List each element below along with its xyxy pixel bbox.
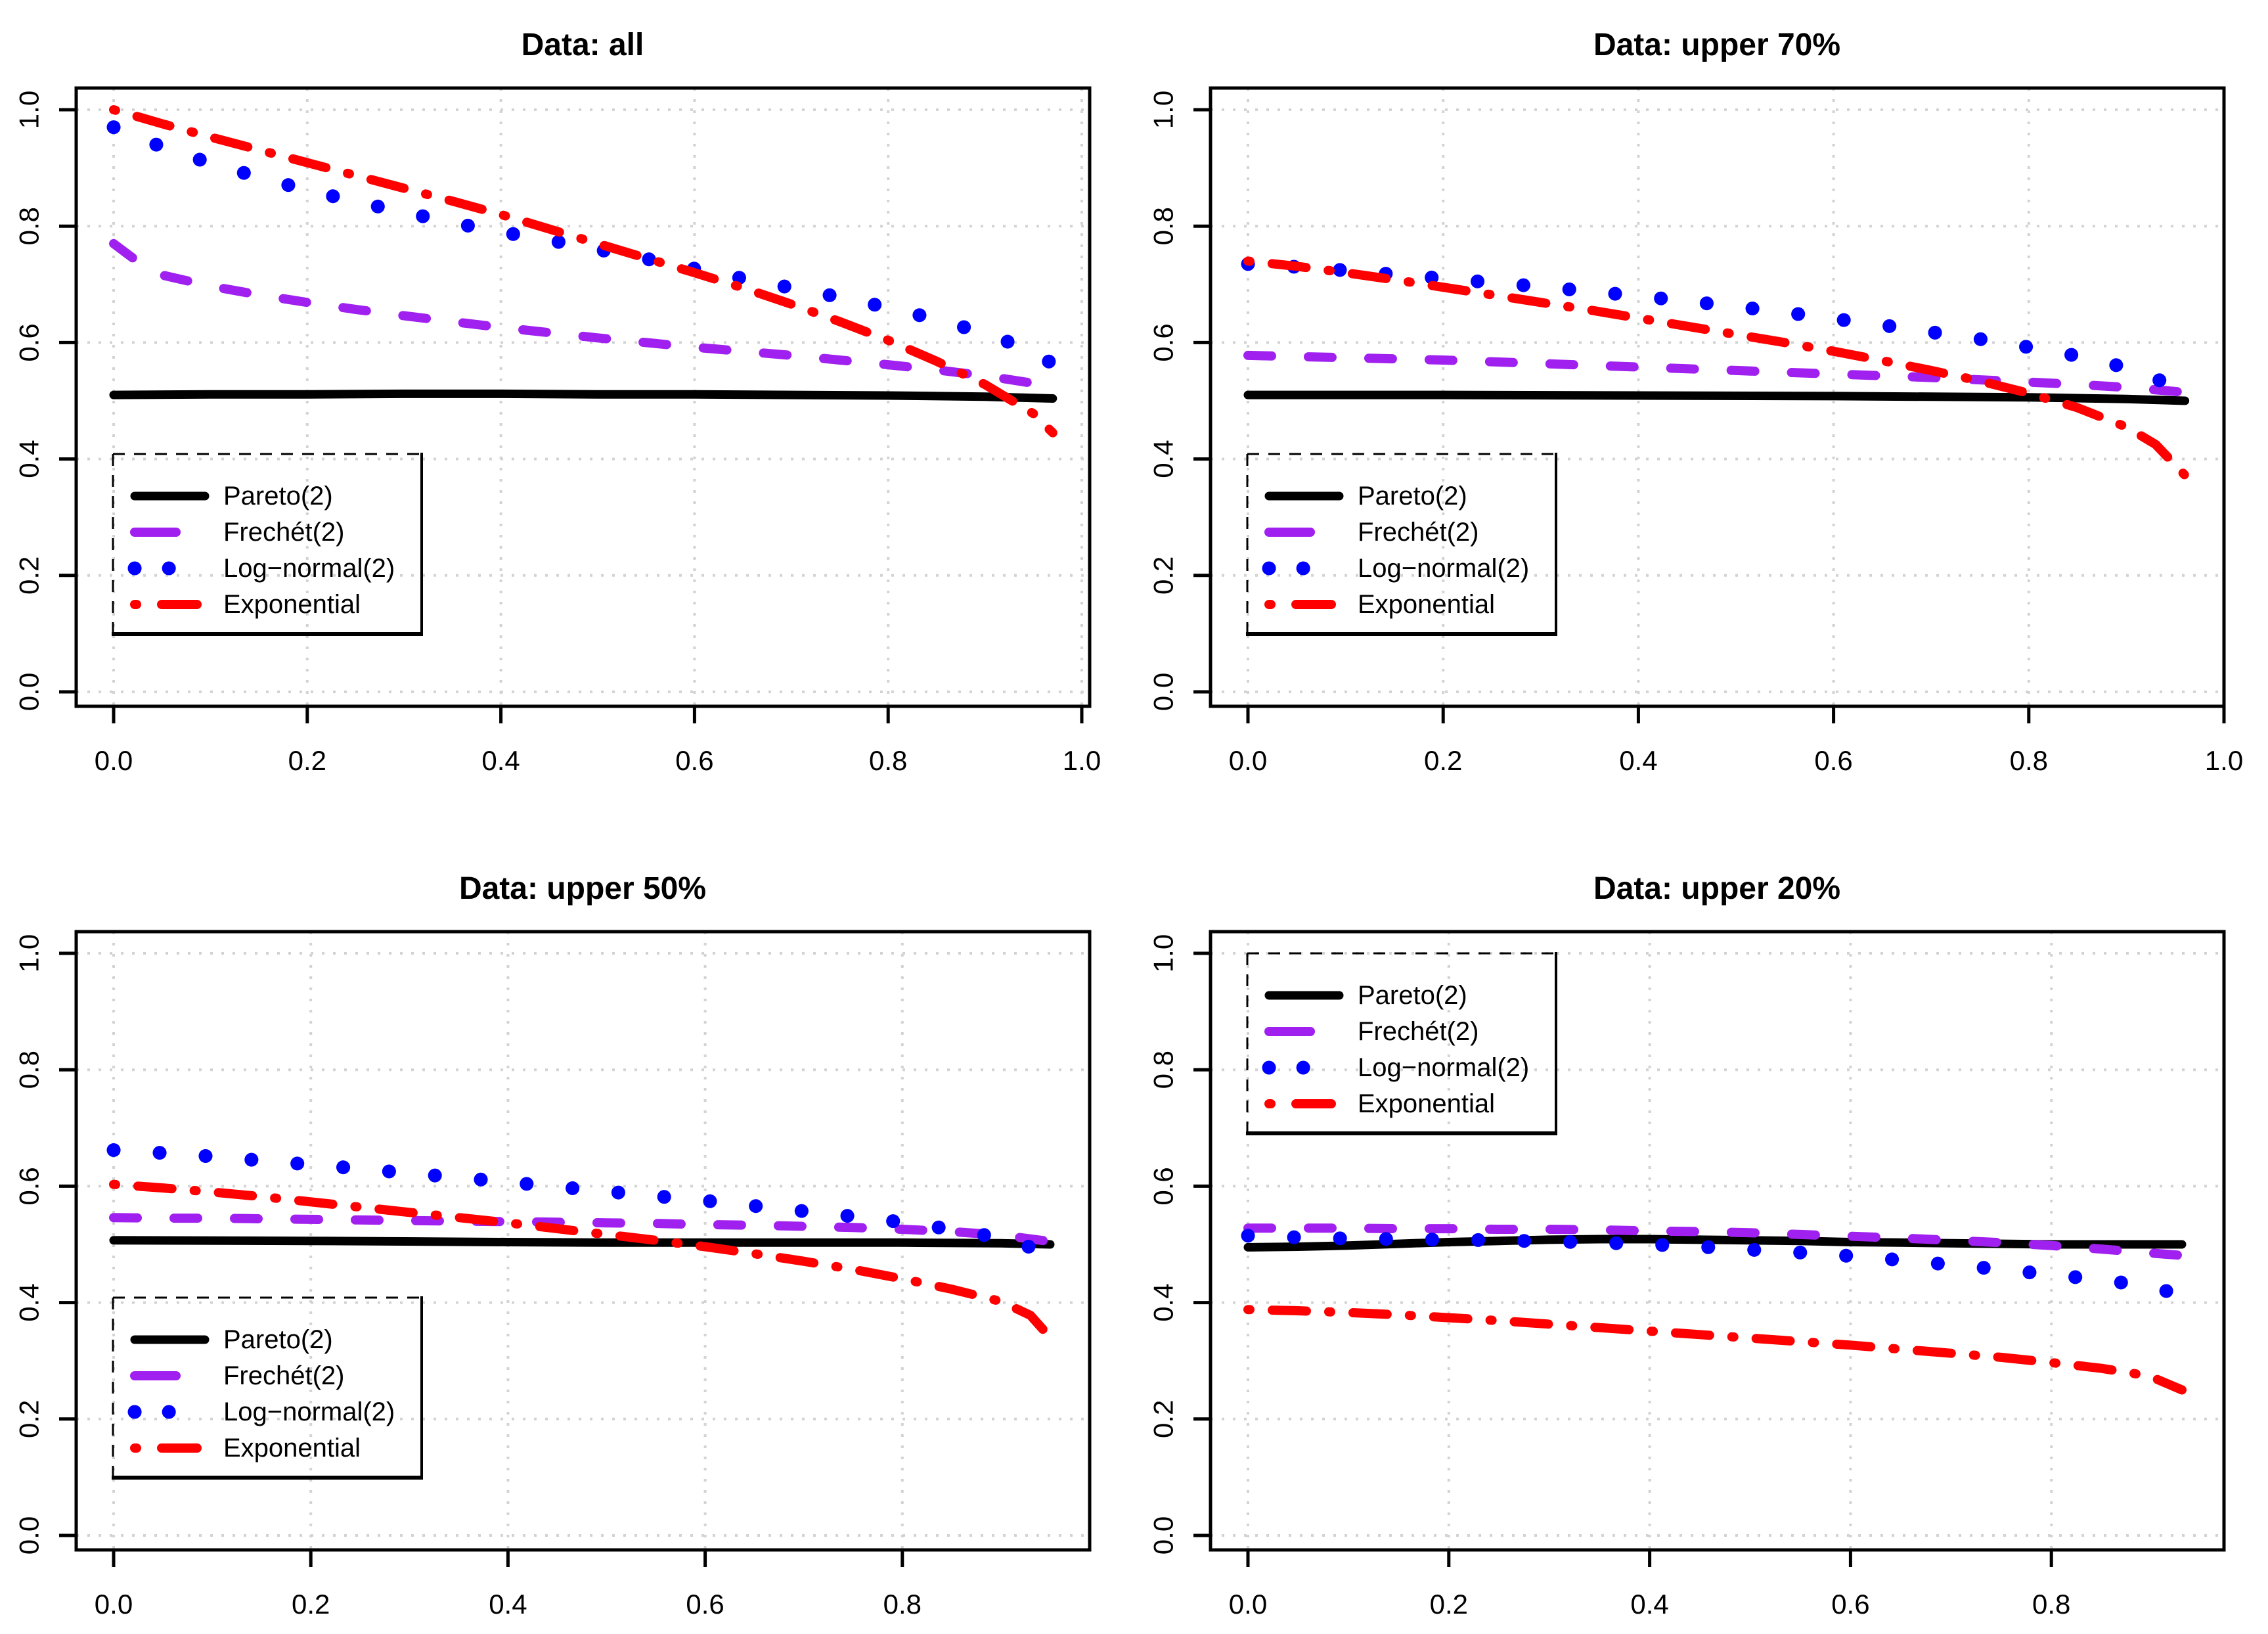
plot-box — [74, 930, 1092, 1552]
y-tick-label: 0.0 — [1148, 1516, 1179, 1555]
x-tick-label: 0.2 — [288, 745, 326, 776]
legend: Pareto(2) Frechét(2) Log−normal(2) Exponent… — [112, 453, 423, 636]
legend-label-lognormal: Log−normal(2) — [1358, 554, 1529, 583]
y-tick-label: 0.8 — [1148, 1051, 1179, 1089]
x-tick-label: 0.0 — [1229, 745, 1267, 776]
y-tick-label: 0.6 — [14, 1167, 45, 1205]
series-pareto-line — [1243, 390, 2190, 405]
x-tick-label: 0.2 — [1430, 1589, 1468, 1620]
series-lognormal-line — [1241, 1229, 2179, 1300]
y-tick-label: 0.6 — [14, 323, 45, 361]
y-tick-label: 0.2 — [14, 1400, 45, 1438]
y-tick-label: 1.0 — [1148, 934, 1179, 972]
x-tick-label: 0.8 — [2010, 745, 2048, 776]
legend-label-exponential: Exponential — [223, 1434, 361, 1463]
legend-label-frechet: Frechét(2) — [1358, 518, 1479, 547]
legend-label-pareto: Pareto(2) — [223, 1325, 333, 1354]
panel-upper70: 0.0 0.2 0.4 0.6 0.8 1.0 0.0 0.2 0.4 0.6 0.8 1.0 Data… — [1148, 28, 2244, 776]
legend-label-pareto: Pareto(2) — [1358, 981, 1467, 1010]
legend-label-frechet: Frechét(2) — [223, 518, 345, 547]
x-tick-label: 0.4 — [489, 1589, 527, 1620]
x-tick-label: 0.2 — [1424, 745, 1462, 776]
legend: Pareto(2) Frechét(2) Log−normal(2) Exponent… — [1246, 453, 1557, 636]
y-tick-label: 0.0 — [14, 1516, 45, 1555]
x-tick-label: 0.0 — [95, 1589, 133, 1620]
y-tick-label: 0.6 — [1148, 1167, 1179, 1205]
series-frechet-line — [109, 238, 1057, 393]
y-tick-label: 1.0 — [14, 91, 45, 129]
plot-box — [1209, 86, 2226, 708]
legend-label-pareto: Pareto(2) — [1358, 482, 1467, 511]
panel-title: Data: all — [522, 28, 644, 62]
x-tick-label: 0.6 — [675, 745, 713, 776]
panel-title: Data: upper 20% — [1593, 871, 1840, 906]
plot-box — [74, 86, 1092, 708]
series-lognormal-line — [106, 1143, 1057, 1272]
panel-title: Data: upper 70% — [1593, 28, 1840, 62]
legend-label-lognormal: Log−normal(2) — [223, 1397, 395, 1426]
x-tick-label: 0.6 — [1831, 1589, 1869, 1620]
legend-label-exponential: Exponential — [223, 590, 361, 619]
legend-label-lognormal: Log−normal(2) — [223, 554, 395, 583]
x-tick-label: 0.6 — [686, 1589, 724, 1620]
y-tick-label: 0.4 — [14, 440, 45, 478]
x-tick-label: 1.0 — [2205, 745, 2243, 776]
y-tick-label: 0.2 — [1148, 556, 1179, 595]
x-tick-label: 0.8 — [2032, 1589, 2070, 1620]
y-tick-label: 0.0 — [14, 673, 45, 711]
x-tick-label: 0.6 — [1814, 745, 1852, 776]
series-lognormal-line — [106, 120, 1060, 371]
y-tick-label: 0.8 — [14, 207, 45, 245]
y-tick-label: 0.8 — [1148, 207, 1179, 245]
panel-upper50: 0.0 0.2 0.4 0.6 0.8 0.0 0.2 0.4 0.6 0.8 1.0 Data: u… — [14, 871, 1092, 1620]
x-tick-label: 0.4 — [481, 745, 520, 776]
y-tick-label: 0.2 — [14, 556, 45, 595]
legend: Pareto(2) Frechét(2) Log−normal(2) Exponent… — [1246, 952, 1557, 1135]
series-pareto-line — [109, 1236, 1055, 1249]
legend-label-lognormal: Log−normal(2) — [1358, 1053, 1529, 1082]
y-tick-label: 0.4 — [1148, 1283, 1179, 1321]
legend-label-pareto: Pareto(2) — [223, 482, 333, 511]
legend-label-exponential: Exponential — [1358, 590, 1495, 619]
x-tick-label: 0.2 — [292, 1589, 330, 1620]
panel-upper20: 0.0 0.2 0.4 0.6 0.8 0.0 0.2 0.4 0.6 0.8 1.0 Data: u… — [1148, 871, 2226, 1620]
x-tick-label: 0.0 — [95, 745, 133, 776]
panel-title: Data: upper 50% — [459, 871, 706, 906]
legend: Pareto(2) Frechét(2) Log−normal(2) Exponent… — [112, 1296, 423, 1480]
legend-label-exponential: Exponential — [1358, 1089, 1495, 1118]
x-tick-label: 0.8 — [883, 1589, 922, 1620]
series-exponential-line — [1243, 256, 2190, 480]
y-tick-label: 0.2 — [1148, 1400, 1179, 1438]
x-tick-label: 0.4 — [1619, 745, 1657, 776]
panel-all: 0.0 0.2 0.4 0.6 0.8 1.0 0.0 0.2 0.4 0.6 0.8 1.0 Data… — [14, 28, 1101, 776]
series-exponential-line — [109, 105, 1057, 438]
y-tick-label: 0.4 — [14, 1283, 45, 1321]
y-tick-label: 1.0 — [1148, 91, 1179, 129]
y-tick-label: 0.8 — [14, 1051, 45, 1089]
x-tick-label: 0.0 — [1229, 1589, 1267, 1620]
legend-label-frechet: Frechét(2) — [223, 1361, 345, 1390]
y-tick-label: 0.6 — [1148, 323, 1179, 361]
legend-label-frechet: Frechét(2) — [1358, 1017, 1479, 1046]
y-tick-label: 1.0 — [14, 934, 45, 972]
y-tick-label: 0.4 — [1148, 440, 1179, 478]
series-frechet-line — [1243, 350, 2190, 397]
x-tick-label: 1.0 — [1063, 745, 1101, 776]
series-pareto-line — [109, 389, 1057, 403]
series-frechet-line — [1243, 1223, 2187, 1260]
x-tick-label: 0.8 — [869, 745, 907, 776]
y-tick-label: 0.0 — [1148, 673, 1179, 711]
series-exponential-line — [1243, 1305, 2187, 1395]
x-tick-label: 0.4 — [1630, 1589, 1668, 1620]
series-exponential-line — [109, 1179, 1055, 1342]
plot-box — [1209, 930, 2226, 1552]
